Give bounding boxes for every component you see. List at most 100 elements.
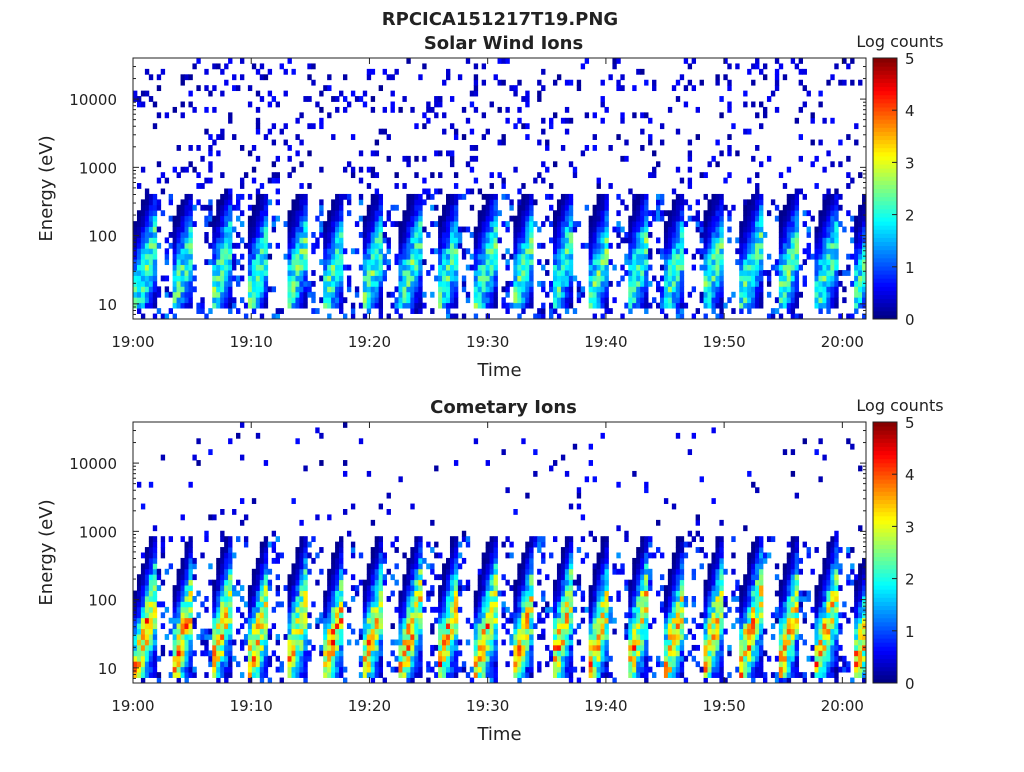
heatmap-cell xyxy=(410,667,414,673)
heatmap-cell xyxy=(616,221,620,227)
heatmap-cell xyxy=(402,585,406,591)
heatmap-cell xyxy=(196,58,200,64)
heatmap-cell xyxy=(204,596,208,602)
heatmap-cell xyxy=(632,199,636,205)
heatmap-cell xyxy=(335,248,339,254)
heatmap-cell xyxy=(276,178,280,184)
heatmap-cell xyxy=(216,656,220,662)
heatmap-cell xyxy=(418,254,422,260)
heatmap-cell xyxy=(291,618,295,624)
heatmap-cell xyxy=(513,265,517,271)
heatmap-cell xyxy=(858,232,862,238)
heatmap-cell xyxy=(391,205,395,211)
heatmap-cell xyxy=(513,286,517,292)
heatmap-cell xyxy=(137,265,141,271)
heatmap-cell xyxy=(315,237,319,243)
heatmap-cell xyxy=(327,227,331,233)
heatmap-cell xyxy=(335,96,339,102)
heatmap-cell xyxy=(438,297,442,303)
heatmap-cell xyxy=(414,237,418,243)
heatmap-cell xyxy=(173,292,177,298)
heatmap-cell xyxy=(505,607,509,613)
heatmap-cell xyxy=(177,634,181,640)
colorbar-swatch xyxy=(873,140,897,145)
heatmap-cell xyxy=(212,281,216,287)
heatmap-cell xyxy=(442,623,446,629)
heatmap-cell xyxy=(446,618,450,624)
heatmap-cell xyxy=(248,661,252,667)
heatmap-cell xyxy=(672,281,676,287)
heatmap-cell xyxy=(561,297,565,303)
heatmap-cell xyxy=(153,563,157,569)
heatmap-cell xyxy=(513,237,517,243)
heatmap-cell xyxy=(446,276,450,282)
heatmap-cell xyxy=(291,254,295,260)
heatmap-cell xyxy=(240,520,244,526)
heatmap-cell xyxy=(228,667,232,673)
heatmap-cell xyxy=(751,221,755,227)
heatmap-cell xyxy=(644,276,648,282)
heatmap-cell xyxy=(597,265,601,271)
heatmap-cell xyxy=(216,661,220,667)
heatmap-cell xyxy=(561,254,565,260)
heatmap-cell xyxy=(363,650,367,656)
colorbar-swatch xyxy=(873,91,897,96)
heatmap-cell xyxy=(751,80,755,86)
colorbar-swatch xyxy=(873,176,897,181)
heatmap-cell xyxy=(541,69,545,75)
heatmap-cell xyxy=(525,591,529,597)
heatmap-cell xyxy=(545,216,549,222)
heatmap-cell xyxy=(771,308,775,314)
heatmap-cell xyxy=(557,237,561,243)
heatmap-cell xyxy=(478,607,482,613)
heatmap-cell xyxy=(295,672,299,678)
heatmap-cell xyxy=(177,607,181,613)
heatmap-cell xyxy=(137,618,141,624)
heatmap-cell xyxy=(474,672,478,678)
heatmap-cell xyxy=(355,96,359,102)
heatmap-cell xyxy=(482,601,486,607)
heatmap-cell xyxy=(295,607,299,613)
heatmap-cell xyxy=(240,640,244,646)
heatmap-cell xyxy=(414,248,418,254)
heatmap-cell xyxy=(478,667,482,673)
heatmap-cell xyxy=(601,210,605,216)
heatmap-cell xyxy=(181,563,185,569)
heatmap-cell xyxy=(295,563,299,569)
heatmap-cell xyxy=(264,205,268,211)
heatmap-cell xyxy=(561,210,565,216)
heatmap-cell xyxy=(494,634,498,640)
heatmap-cell xyxy=(212,303,216,309)
heatmap-cell xyxy=(446,303,450,309)
heatmap-cell xyxy=(474,629,478,635)
heatmap-cell xyxy=(795,227,799,233)
heatmap-cell xyxy=(739,259,743,265)
heatmap-cell xyxy=(379,259,383,265)
heatmap-cell xyxy=(280,308,284,314)
heatmap-cell xyxy=(141,634,145,640)
x-tick-label: 19:10 xyxy=(230,333,273,351)
heatmap-cell xyxy=(339,645,343,651)
heatmap-cell xyxy=(379,270,383,276)
heatmap-cell xyxy=(704,265,708,271)
heatmap-cell xyxy=(593,303,597,309)
heatmap-cell xyxy=(533,536,537,542)
heatmap-cell xyxy=(169,194,173,200)
heatmap-cell xyxy=(846,270,850,276)
heatmap-cell xyxy=(406,634,410,640)
heatmap-cell xyxy=(569,216,573,222)
heatmap-cell xyxy=(402,553,406,559)
heatmap-cell xyxy=(402,270,406,276)
heatmap-cell xyxy=(490,569,494,575)
heatmap-cell xyxy=(858,216,862,222)
heatmap-cell xyxy=(478,189,482,195)
heatmap-cell xyxy=(525,281,529,287)
heatmap-cell xyxy=(157,199,161,205)
heatmap-cell xyxy=(395,667,399,673)
heatmap-cell xyxy=(501,254,505,260)
heatmap-cell xyxy=(462,531,466,537)
heatmap-cell xyxy=(216,286,220,292)
heatmap-cell xyxy=(636,254,640,260)
heatmap-cell xyxy=(363,634,367,640)
heatmap-cell xyxy=(276,601,280,607)
